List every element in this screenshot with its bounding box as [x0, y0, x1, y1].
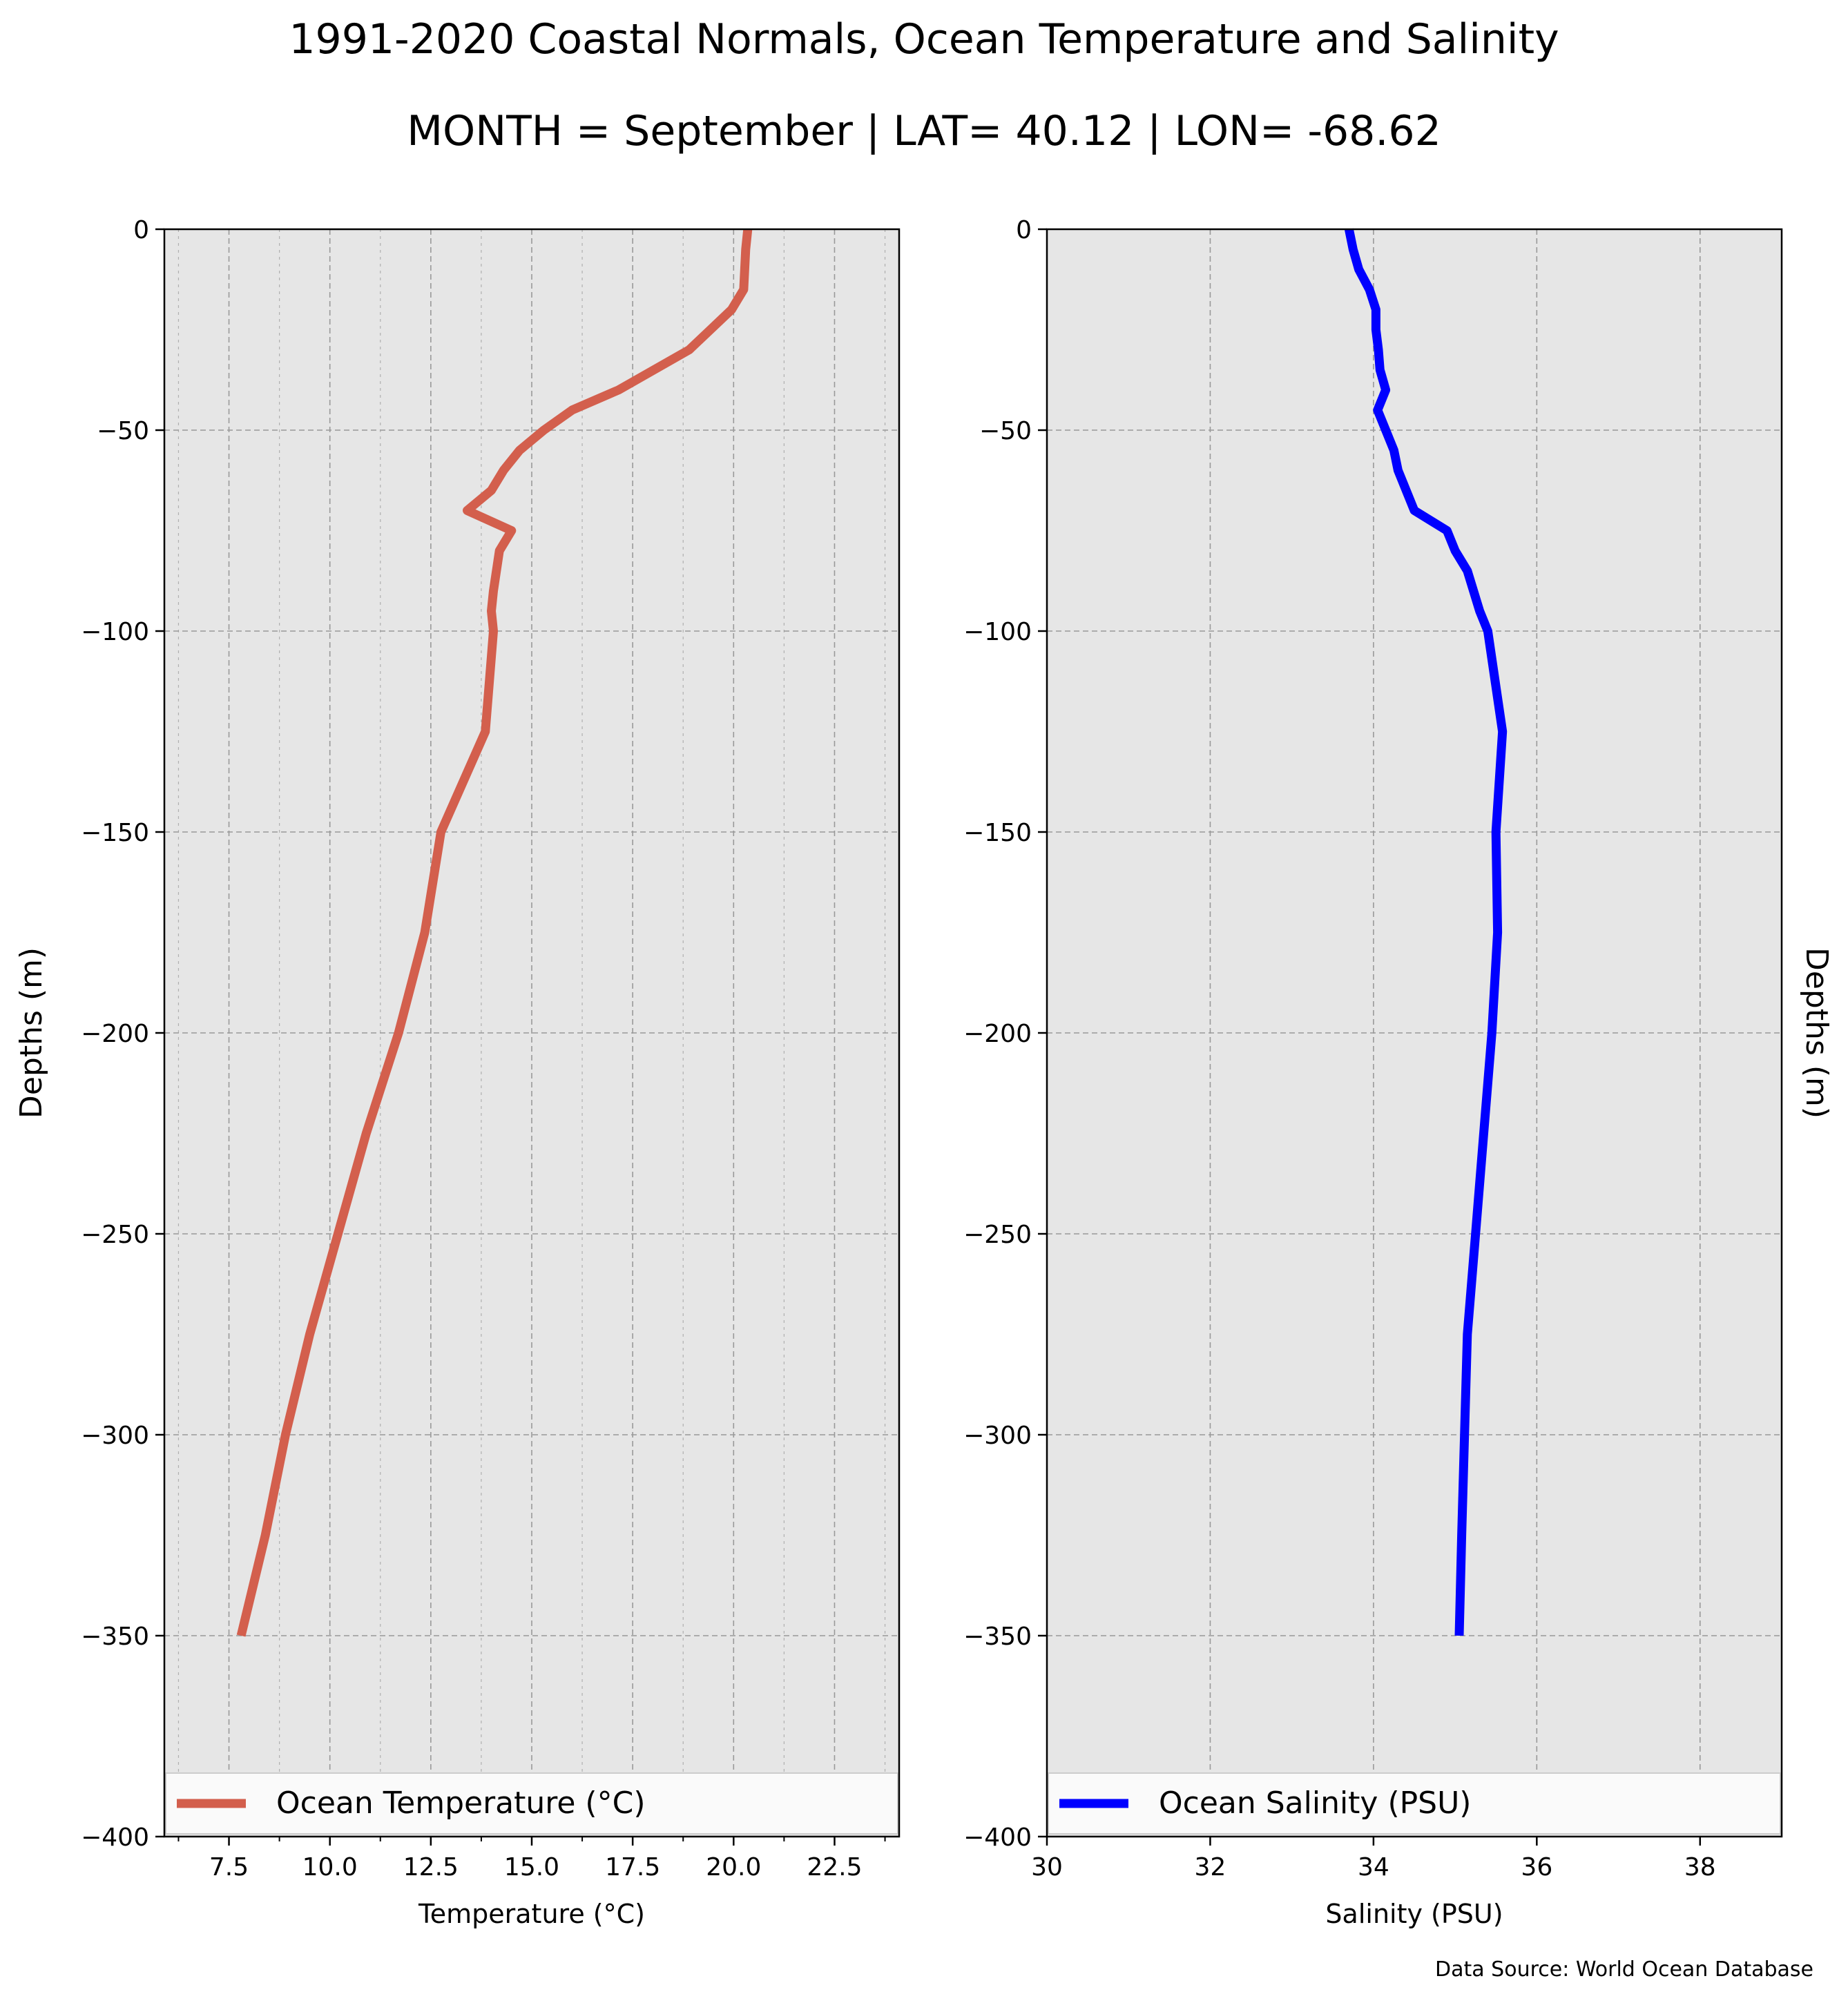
x-tick-label: 17.5: [605, 1853, 660, 1881]
y-tick-label: −350: [81, 1623, 149, 1651]
y-tick-label: −150: [963, 819, 1032, 847]
legend-box: [165, 1772, 898, 1835]
temperature-panel: 7.5 10.0 12.5 15.0 17.5 20.0 22.5 0 −50 −100 −150 −…: [14, 216, 901, 1929]
y-axis-label-right: Depths (m): [1799, 947, 1834, 1119]
y-tick-label: −50: [979, 417, 1032, 445]
data-source-note: Data Source: World Ocean Database: [1435, 1957, 1813, 1982]
y-tick-label: −400: [963, 1823, 1032, 1852]
x-axis-label: Temperature (°C): [418, 1899, 645, 1929]
x-tick-label: 15.0: [504, 1853, 559, 1881]
y-tick-label: 0: [133, 216, 149, 244]
x-tick-label: 20.0: [706, 1853, 761, 1881]
x-tick-label: 7.5: [209, 1853, 249, 1881]
x-tick-label: 32: [1195, 1853, 1226, 1881]
y-tick-label: −150: [81, 819, 149, 847]
y-tick-label: −50: [97, 417, 149, 445]
x-tick-label: 12.5: [403, 1853, 459, 1881]
legend-label: Ocean Salinity (PSU): [1159, 1786, 1471, 1821]
y-tick-label: −400: [81, 1823, 149, 1852]
y-axis-label: Depths (m): [14, 947, 49, 1119]
series-line: [1345, 228, 1508, 1636]
x-tick-label: 34: [1358, 1853, 1389, 1881]
salinity-panel: 30 32 34 36 38 0 −50 −100 −150 −200 −250 −300 −350 −4…: [963, 216, 1834, 1929]
y-tick-label: −300: [963, 1422, 1032, 1450]
chart-subtitle: MONTH = September | LAT= 40.12 | LON= -6…: [407, 107, 1441, 155]
x-tick-label: 38: [1684, 1853, 1716, 1881]
legend-box: [1048, 1772, 1781, 1835]
axes-frame: [163, 228, 901, 1838]
y-tick-label: 0: [1016, 216, 1032, 244]
y-tick-label: −100: [963, 618, 1032, 646]
x-tick-label: 22.5: [807, 1853, 862, 1881]
x-tick-label: 36: [1521, 1853, 1552, 1881]
legend-label: Ocean Temperature (°C): [276, 1786, 646, 1821]
x-axis-label: Salinity (PSU): [1325, 1899, 1503, 1929]
y-tick-label: −250: [963, 1221, 1032, 1249]
y-tick-label: −200: [81, 1020, 149, 1048]
x-tick-label: 30: [1031, 1853, 1063, 1881]
y-tick-label: −300: [81, 1422, 149, 1450]
y-tick-label: −100: [81, 618, 149, 646]
y-tick-label: −250: [81, 1221, 149, 1249]
x-tick-label: 10.0: [302, 1853, 358, 1881]
axes-frame: [1046, 228, 1783, 1838]
y-tick-label: −200: [963, 1020, 1032, 1048]
y-tick-label: −350: [963, 1623, 1032, 1651]
chart-title: 1991-2020 Coastal Normals, Ocean Tempera…: [289, 15, 1559, 64]
